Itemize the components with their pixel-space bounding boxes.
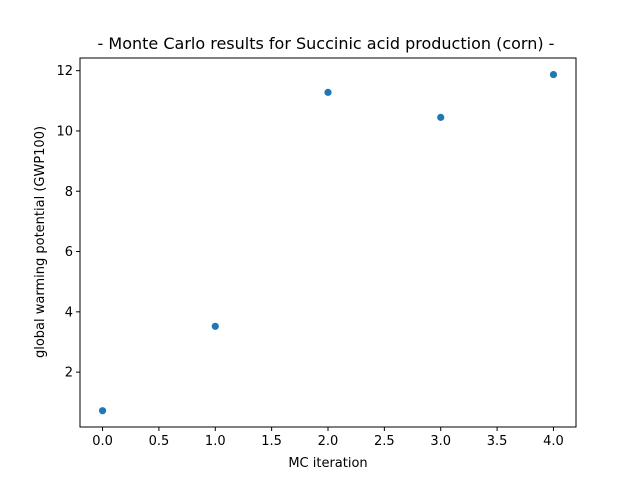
y-tick-label: 6 (65, 245, 73, 260)
data-point (549, 70, 558, 79)
x-axis: 0.0 0.5 1.0 1.5 2.0 2.5 3.0 3.5 4.0 (92, 427, 564, 449)
x-axis-label: MC iteration (288, 456, 367, 471)
y-tick-label: 4 (65, 305, 73, 320)
data-point (437, 113, 445, 121)
x-tick-label: 0.0 (92, 434, 113, 449)
y-axis-label: global warming potential (GWP100) (33, 126, 48, 358)
data-point (98, 407, 107, 415)
y-tick-label: 10 (56, 124, 73, 139)
y-tick-label: 12 (56, 64, 73, 79)
x-tick-label: 0.5 (149, 434, 170, 449)
chart-title: - Monte Carlo results for Succinic acid … (98, 34, 555, 53)
x-tick-label: 3.0 (430, 434, 451, 449)
data-point (211, 322, 219, 330)
y-axis: 2 4 6 8 10 12 (56, 64, 80, 381)
x-tick-label: 1.0 (205, 434, 226, 449)
y-tick-label: 8 (65, 185, 73, 200)
x-tick-label: 4.0 (543, 434, 564, 449)
x-tick-label: 1.5 (261, 434, 282, 449)
data-point (324, 88, 332, 96)
y-tick-label: 2 (65, 366, 73, 381)
x-tick-label: 3.5 (487, 434, 508, 449)
x-tick-label: 2.0 (318, 434, 339, 449)
x-tick-label: 2.5 (374, 434, 395, 449)
data-points (98, 70, 558, 415)
